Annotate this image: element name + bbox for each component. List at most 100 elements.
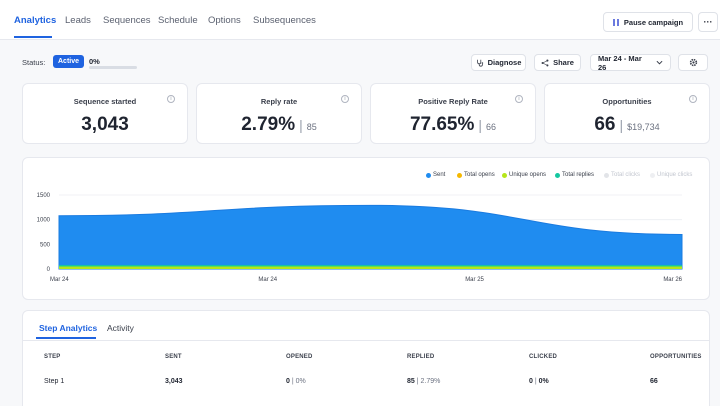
x-tick-label: Mar 24 <box>258 277 277 283</box>
info-icon[interactable]: i <box>341 95 349 103</box>
stat-sub: 66 <box>486 122 497 132</box>
stat-value: 66 | $19,734 <box>545 114 709 136</box>
info-icon[interactable]: i <box>689 95 697 103</box>
stat-card-sequence-started: Sequence started i 3,043 <box>22 83 188 144</box>
info-icon[interactable]: i <box>515 95 523 103</box>
col-header-replied: REPLIED <box>407 354 435 360</box>
pause-campaign-label: Pause campaign <box>623 17 684 27</box>
stat-value: 3,043 <box>23 114 187 136</box>
stethoscope-icon <box>476 59 483 67</box>
tab-options[interactable]: Options <box>208 15 241 26</box>
stat-main: 2.79% <box>241 114 296 135</box>
tab-schedule[interactable]: Schedule <box>158 15 198 26</box>
legend-item[interactable]: Unique opens <box>502 172 546 178</box>
stat-card-reply-rate: Reply rate i 2.79% | 85 <box>196 83 362 144</box>
cell-separator: | <box>416 378 419 385</box>
y-tick-label: 1500 <box>37 193 51 199</box>
legend-dot-icon <box>555 172 560 178</box>
col-header-opportunities: OPPORTUNITIES <box>650 354 702 360</box>
x-tick-label: Mar 26 <box>663 277 682 283</box>
legend-dot-icon <box>650 172 655 178</box>
stat-card-positive-reply-rate: Positive Reply Rate i 77.65% | 66 <box>370 83 536 144</box>
status-badge: Active <box>53 55 85 68</box>
legend-label: Sent <box>433 172 446 178</box>
stat-main: 77.65% <box>409 114 475 135</box>
stat-value: 77.65% | 66 <box>371 114 535 136</box>
cell-step: Step 1 <box>44 378 65 385</box>
col-header-opened: OPENED <box>286 354 313 360</box>
stat-separator: | <box>478 117 483 133</box>
col-header-clicked: CLICKED <box>529 354 558 360</box>
divider <box>22 340 710 341</box>
stat-title: Positive Reply Rate <box>418 97 488 106</box>
cell-separator: | <box>534 378 537 385</box>
active-subtab-indicator <box>36 337 96 339</box>
col-header-sent: SENT <box>165 354 182 360</box>
legend-item[interactable]: Sent <box>426 172 445 178</box>
legend-label: Total clicks <box>611 172 641 178</box>
tab-analytics[interactable]: Analytics <box>14 15 57 26</box>
x-tick-label: Mar 25 <box>465 277 484 283</box>
date-range-value: Mar 24 - Mar 26 <box>598 53 642 72</box>
settings-button[interactable] <box>678 54 708 71</box>
legend-item[interactable]: Total clicks <box>604 172 640 178</box>
tab-step-analytics[interactable]: Step Analytics <box>39 323 98 333</box>
legend-item[interactable]: Total opens <box>457 172 495 178</box>
legend-label: Unique opens <box>509 172 547 178</box>
legend-dot-icon <box>426 172 431 178</box>
tab-activity[interactable]: Activity <box>107 323 134 333</box>
stat-separator: | <box>619 117 624 133</box>
legend-label: Unique clicks <box>657 172 693 178</box>
chevron-down-icon <box>656 60 663 65</box>
series-area-unique-opens <box>59 266 682 269</box>
cell-opened-pct: 0% <box>295 378 306 385</box>
progress-bar <box>89 66 137 69</box>
y-tick-label: 1000 <box>37 218 51 224</box>
tab-subsequences[interactable]: Subsequences <box>253 15 316 26</box>
cell-clicked-pct: 0% <box>538 378 549 385</box>
stat-title: Reply rate <box>260 97 298 106</box>
cell-replied-count: 85 <box>407 378 415 385</box>
cell-separator: | <box>291 378 294 385</box>
stat-sub: 85 <box>306 122 317 132</box>
pause-campaign-button[interactable]: Pause campaign <box>603 12 693 32</box>
stat-card-opportunities: Opportunities i 66 | $19,734 <box>544 83 710 144</box>
progress-percent: 0% <box>89 57 100 66</box>
legend-item[interactable]: Total replies <box>555 172 594 178</box>
y-tick-label: 0 <box>47 267 51 273</box>
share-icon <box>541 59 549 66</box>
cell-opportunities: 66 <box>650 378 658 385</box>
stat-separator: | <box>299 117 303 133</box>
info-icon[interactable]: i <box>167 95 175 103</box>
date-range-select[interactable]: Mar 24 - Mar 26 <box>590 53 671 72</box>
chart-legend: Sent Total opens Unique opens Total replies… <box>420 172 700 182</box>
series-area-sent <box>58 204 683 270</box>
legend-dot-icon <box>457 172 462 178</box>
status-label: Status: <box>22 58 46 67</box>
stat-main: 3,043 <box>81 114 129 135</box>
diagnose-label: Diagnose <box>487 58 522 67</box>
top-nav: Analytics Leads Sequences Schedule Optio… <box>0 0 720 40</box>
active-tab-indicator <box>14 36 52 38</box>
stat-main: 66 <box>594 114 616 135</box>
tab-sequences[interactable]: Sequences <box>103 15 151 26</box>
diagnose-button[interactable]: Diagnose <box>471 54 526 71</box>
y-tick-label: 500 <box>40 242 51 248</box>
col-header-step: STEP <box>44 354 61 360</box>
legend-dot-icon <box>604 172 609 178</box>
cell-opened-count: 0 <box>286 378 290 385</box>
legend-item[interactable]: Unique clicks <box>650 172 692 178</box>
stat-title: Opportunities <box>602 97 652 106</box>
more-options-button[interactable]: ··· <box>698 12 718 32</box>
cell-opened: 0 | 0% <box>286 378 306 385</box>
share-button[interactable]: Share <box>534 54 581 71</box>
cell-clicked-count: 0 <box>529 378 533 385</box>
pause-icon <box>612 18 620 26</box>
cell-replied: 85 | 2.79% <box>407 378 440 385</box>
more-icon: ··· <box>703 17 713 27</box>
legend-label: Total opens <box>464 172 495 178</box>
cell-sent: 3,043 <box>165 378 183 385</box>
cell-replied-pct: 2.79% <box>420 378 441 385</box>
tab-leads[interactable]: Leads <box>65 15 91 26</box>
